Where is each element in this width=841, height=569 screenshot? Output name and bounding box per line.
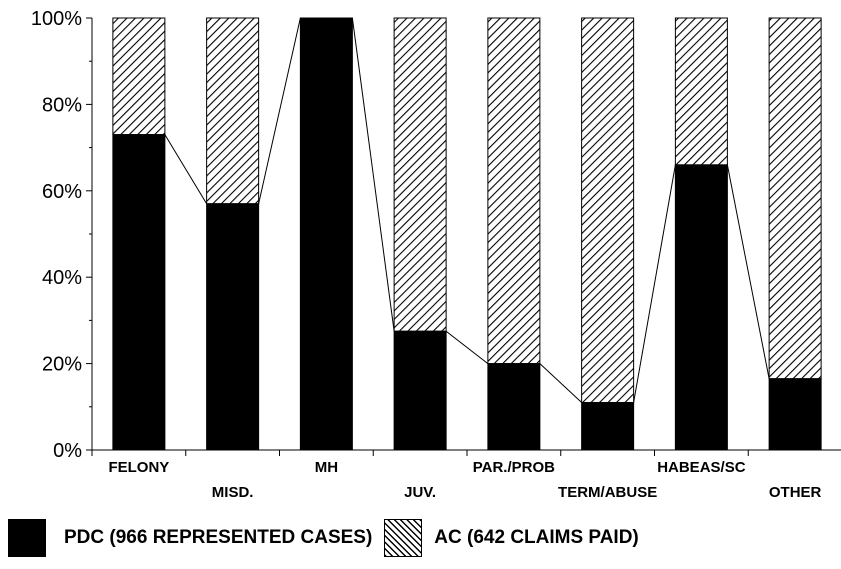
- y-tick-label: 60%: [42, 181, 82, 203]
- bar-pdc-term-abuse: [581, 401, 635, 451]
- legend: PDC (966 REPRESENTED CASES) AC (642 CLAI…: [8, 518, 639, 558]
- legend-label-pdc: PDC (966 REPRESENTED CASES): [64, 527, 373, 548]
- bar-ac-other: [768, 17, 822, 380]
- x-category-label: MH: [315, 459, 338, 476]
- bar-ac-habeas-sc: [674, 17, 728, 166]
- x-category-label: FELONY: [108, 459, 169, 476]
- bar-pdc-misd-: [206, 203, 260, 451]
- x-category-label: PAR./PROB: [473, 459, 555, 476]
- x-category-label: OTHER: [769, 484, 822, 501]
- bar-pdc-mh: [299, 17, 353, 451]
- bar-pdc-par-prob: [487, 363, 541, 451]
- y-tick-label: 40%: [42, 267, 82, 289]
- x-category-label: JUV.: [404, 484, 436, 501]
- bar-pdc-juv-: [393, 330, 447, 451]
- bar-pdc-other: [768, 378, 822, 451]
- bar-ac-term-abuse: [581, 17, 635, 403]
- x-category-label: MISD.: [212, 484, 254, 501]
- legend-swatch-ac: [384, 519, 423, 557]
- pdc-connector-line: [112, 17, 822, 403]
- x-category-label: TERM/ABUSE: [558, 484, 657, 501]
- y-tick-label: 100%: [31, 8, 82, 30]
- bar-ac-juv-: [393, 17, 447, 332]
- bar-pdc-habeas-sc: [674, 164, 728, 451]
- y-axis-ticks: 0% 20% 40% 60% 80% 100%: [31, 8, 92, 462]
- legend-swatch-pdc: [8, 519, 46, 557]
- bar-pdc-felony: [112, 134, 166, 451]
- bar-ac-felony: [112, 17, 166, 136]
- x-category-label: HABEAS/SC: [657, 459, 746, 476]
- bars: [112, 17, 822, 451]
- y-tick-label: 20%: [42, 354, 82, 376]
- y-tick-label: 80%: [42, 94, 82, 116]
- bar-ac-par-prob: [487, 17, 541, 365]
- x-axis-labels: FELONY MISD. MH JUV. PAR./PROBTERM/ABUSEHABE…: [91, 450, 822, 501]
- bar-ac-misd-: [206, 17, 260, 205]
- legend-label-ac: AC (642 CLAIMS PAID): [434, 527, 639, 548]
- y-tick-label: 0%: [53, 440, 82, 462]
